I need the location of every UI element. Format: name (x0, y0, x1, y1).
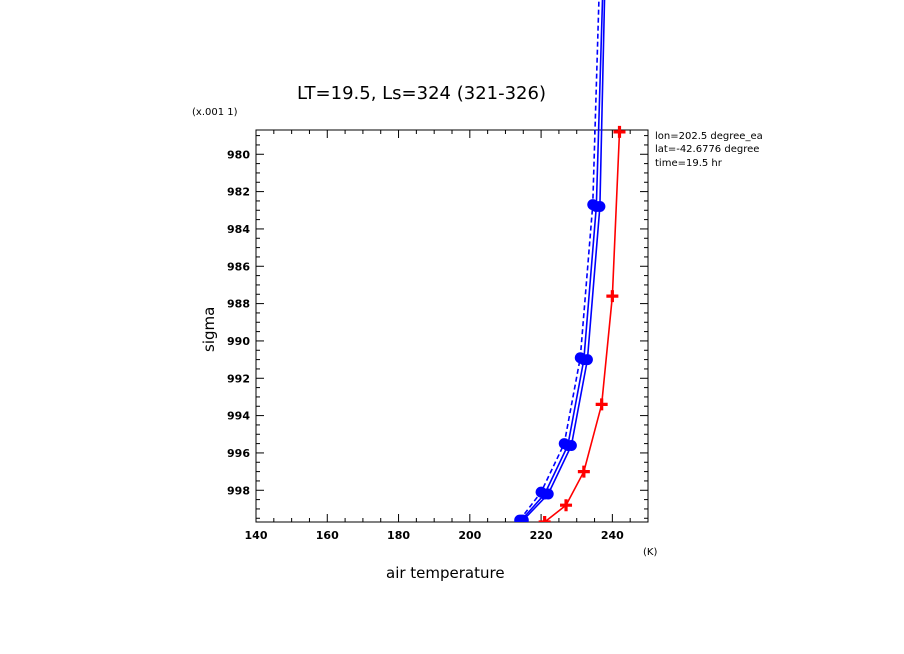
series-line (544, 131, 621, 522)
y-tick-label: 992 (227, 372, 250, 385)
annotation-lat: lat=-42.6776 degree (655, 144, 759, 155)
data-point-marker (542, 488, 554, 500)
series-1 (514, 0, 600, 522)
series-line (520, 0, 604, 521)
y-tick-label: 982 (227, 186, 250, 199)
data-series (514, 0, 626, 522)
plot-frame (255, 129, 649, 523)
y-tick-label: 990 (227, 335, 250, 348)
chart-title: LT=19.5, Ls=324 (321-326) (297, 83, 546, 104)
x-tick-label: 240 (601, 529, 624, 542)
data-point-marker (595, 398, 608, 411)
data-point-marker (565, 439, 577, 451)
data-point-marker (517, 514, 529, 522)
y-scale-note: (x.001 1) (192, 107, 238, 118)
data-point-marker (577, 465, 590, 478)
series-line (519, 0, 600, 521)
data-point-marker (538, 516, 551, 522)
data-point-marker (560, 499, 573, 512)
x-tick-label: 200 (458, 529, 481, 542)
x-axis-label: air temperature (386, 564, 505, 582)
y-tick-label: 988 (227, 298, 250, 311)
data-point-marker (606, 290, 619, 303)
series-line (522, 0, 606, 521)
y-tick-label: 986 (227, 260, 250, 273)
data-point-marker (594, 201, 606, 213)
y-tick-label: 996 (227, 447, 250, 460)
annotation-time: time=19.5 hr (655, 158, 723, 169)
x-tick-label: 160 (316, 529, 339, 542)
data-point-marker (581, 354, 593, 366)
y-tick-labels: 980 982 984 986 988 990 992 994 996 998 (227, 148, 250, 497)
x-axis-unit: (K) (643, 547, 657, 558)
x-tick-label: 140 (245, 529, 268, 542)
series-3 (538, 125, 626, 522)
annotation-block: lon=202.5 degree_ea lat=-42.6776 degree … (655, 131, 763, 169)
x-tick-labels: 140 160 180 200 220 240 (245, 529, 625, 542)
x-tick-label: 220 (530, 529, 553, 542)
y-tick-label: 980 (227, 148, 250, 161)
y-tick-label: 998 (227, 484, 250, 497)
axis-ticks (255, 130, 649, 522)
y-axis-label: sigma (200, 307, 218, 352)
y-tick-label: 994 (227, 410, 250, 423)
annotation-lon: lon=202.5 degree_ea (655, 131, 763, 142)
data-point-marker (613, 125, 626, 138)
x-tick-label: 180 (387, 529, 410, 542)
series-2 (517, 0, 606, 522)
y-tick-label: 984 (227, 223, 250, 236)
